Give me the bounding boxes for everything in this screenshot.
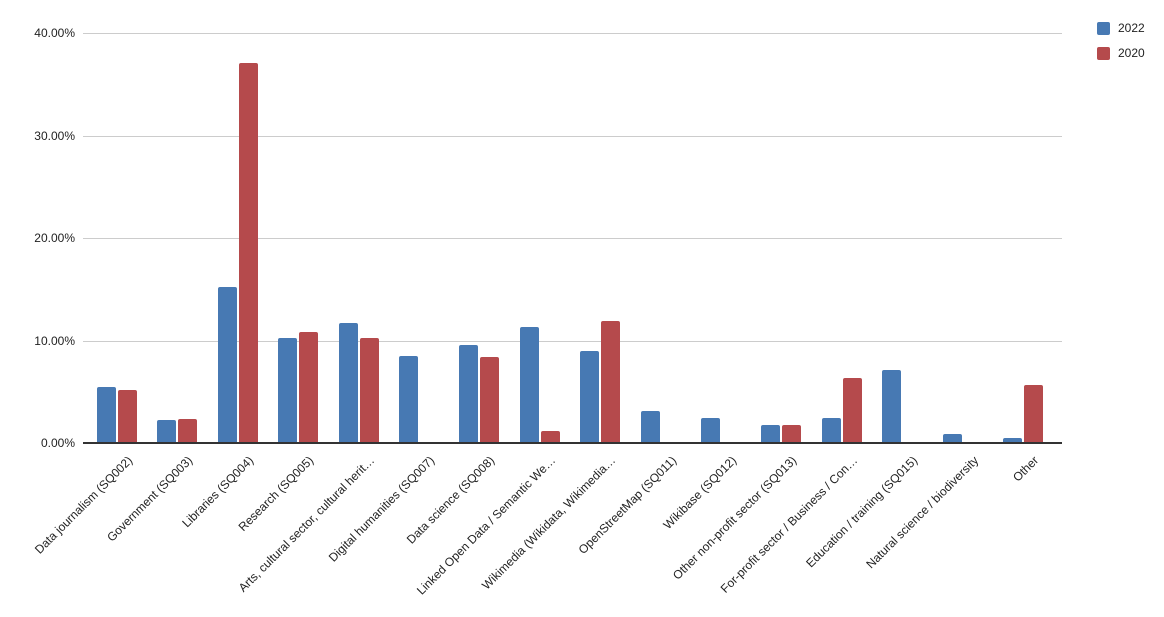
y-axis-tick-label: 40.00%: [34, 26, 75, 40]
bar-2022: [882, 370, 901, 442]
gridline: [83, 136, 1062, 137]
x-axis-category-label: Digital humanities (SQ007): [325, 453, 438, 565]
bar-2020: [178, 419, 197, 442]
x-axis-category-label: Data journalism (SQ002): [31, 453, 136, 557]
gridline: [83, 341, 1062, 342]
gridline: [83, 33, 1062, 34]
bar-2020: [118, 390, 137, 442]
y-axis-tick-label: 0.00%: [40, 436, 75, 450]
bar-2020: [299, 332, 318, 442]
bar-2020: [782, 425, 801, 442]
bar-2020: [239, 63, 258, 442]
bar-2020: [360, 338, 379, 442]
x-axis-line: [83, 442, 1062, 444]
bar-2022: [459, 345, 478, 442]
bar-2022: [580, 351, 599, 442]
bar-2022: [701, 418, 720, 442]
legend-item-2022: 2022: [1097, 21, 1145, 35]
legend-swatch-2020: [1097, 46, 1110, 60]
y-axis-tick-label: 20.00%: [34, 231, 75, 245]
x-axis-category-label: Natural science / biodiversity: [863, 453, 982, 572]
bar-2020: [1024, 385, 1043, 442]
bar-2022: [97, 387, 116, 442]
legend-label: 2020: [1118, 46, 1145, 60]
bar-2022: [218, 287, 237, 442]
bar-2022: [943, 434, 962, 442]
x-axis-category-label: Education / training (SQ015): [803, 453, 921, 571]
bar-2022: [822, 418, 841, 442]
bar-2020: [480, 357, 499, 442]
y-axis-tick-label: 10.00%: [34, 334, 75, 348]
bar-2022: [339, 323, 358, 442]
bar-2022: [1003, 438, 1022, 442]
bar-2022: [278, 338, 297, 442]
x-axis-category-label: Other non-profit sector (SQ013): [669, 453, 800, 583]
y-axis-tick-label: 30.00%: [34, 129, 75, 143]
legend-swatch-2022: [1097, 21, 1110, 35]
legend-label: 2022: [1118, 21, 1145, 35]
bar-2022: [157, 420, 176, 442]
bar-2020: [541, 431, 560, 442]
bar-2022: [520, 327, 539, 442]
bar-2022: [761, 425, 780, 442]
x-axis-category-label: Other: [1010, 453, 1042, 485]
bar-2020: [601, 321, 620, 442]
chart-legend: 2022 2020: [1097, 21, 1145, 71]
bar-2020: [843, 378, 862, 442]
gridline: [83, 238, 1062, 239]
bar-2022: [399, 356, 418, 442]
legend-item-2020: 2020: [1097, 46, 1145, 60]
bar-2022: [641, 411, 660, 442]
